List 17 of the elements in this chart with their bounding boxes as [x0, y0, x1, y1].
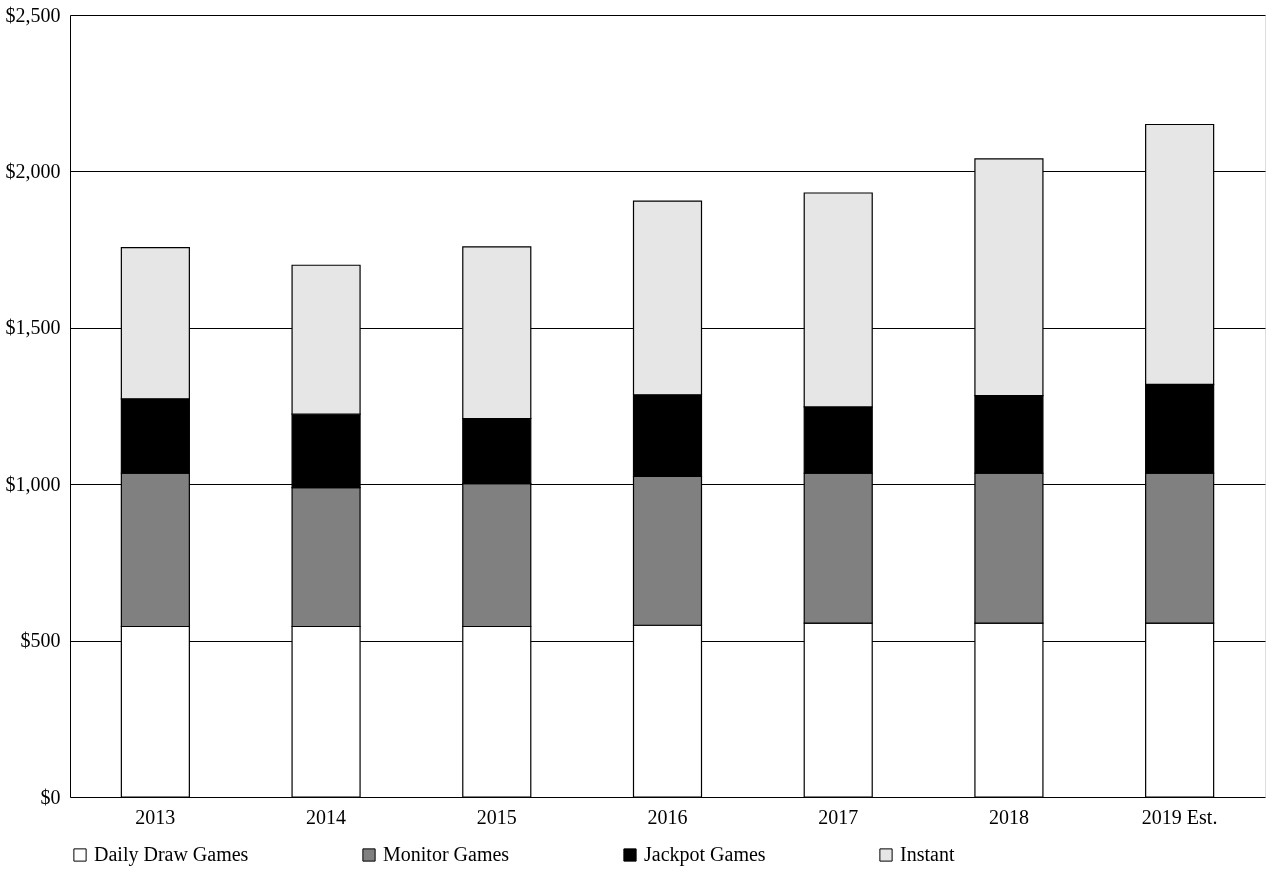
- y-tick-label: $0: [40, 785, 61, 808]
- x-tick-label: 2019 Est.: [1141, 805, 1218, 828]
- y-tick-label: $1,000: [5, 472, 61, 495]
- legend-label: Jackpot Games: [644, 843, 766, 866]
- y-tick-label: $500: [20, 629, 61, 652]
- legend-label: Monitor Games: [383, 843, 510, 865]
- x-tick-label: 2013: [135, 805, 176, 828]
- x-tick-label: 2018: [988, 805, 1029, 828]
- x-tick-label: 2015: [476, 805, 517, 828]
- y-tick-label: $2,500: [5, 3, 61, 26]
- legend-label: Daily Draw Games: [94, 843, 249, 866]
- y-tick-label: $2,000: [5, 159, 61, 182]
- x-tick-label: 2016: [647, 805, 688, 828]
- x-tick-label: 2014: [306, 805, 347, 828]
- x-tick-label: 2017: [818, 805, 859, 828]
- legend-label: Instant: [900, 843, 955, 865]
- y-tick-label: $1,500: [5, 316, 61, 339]
